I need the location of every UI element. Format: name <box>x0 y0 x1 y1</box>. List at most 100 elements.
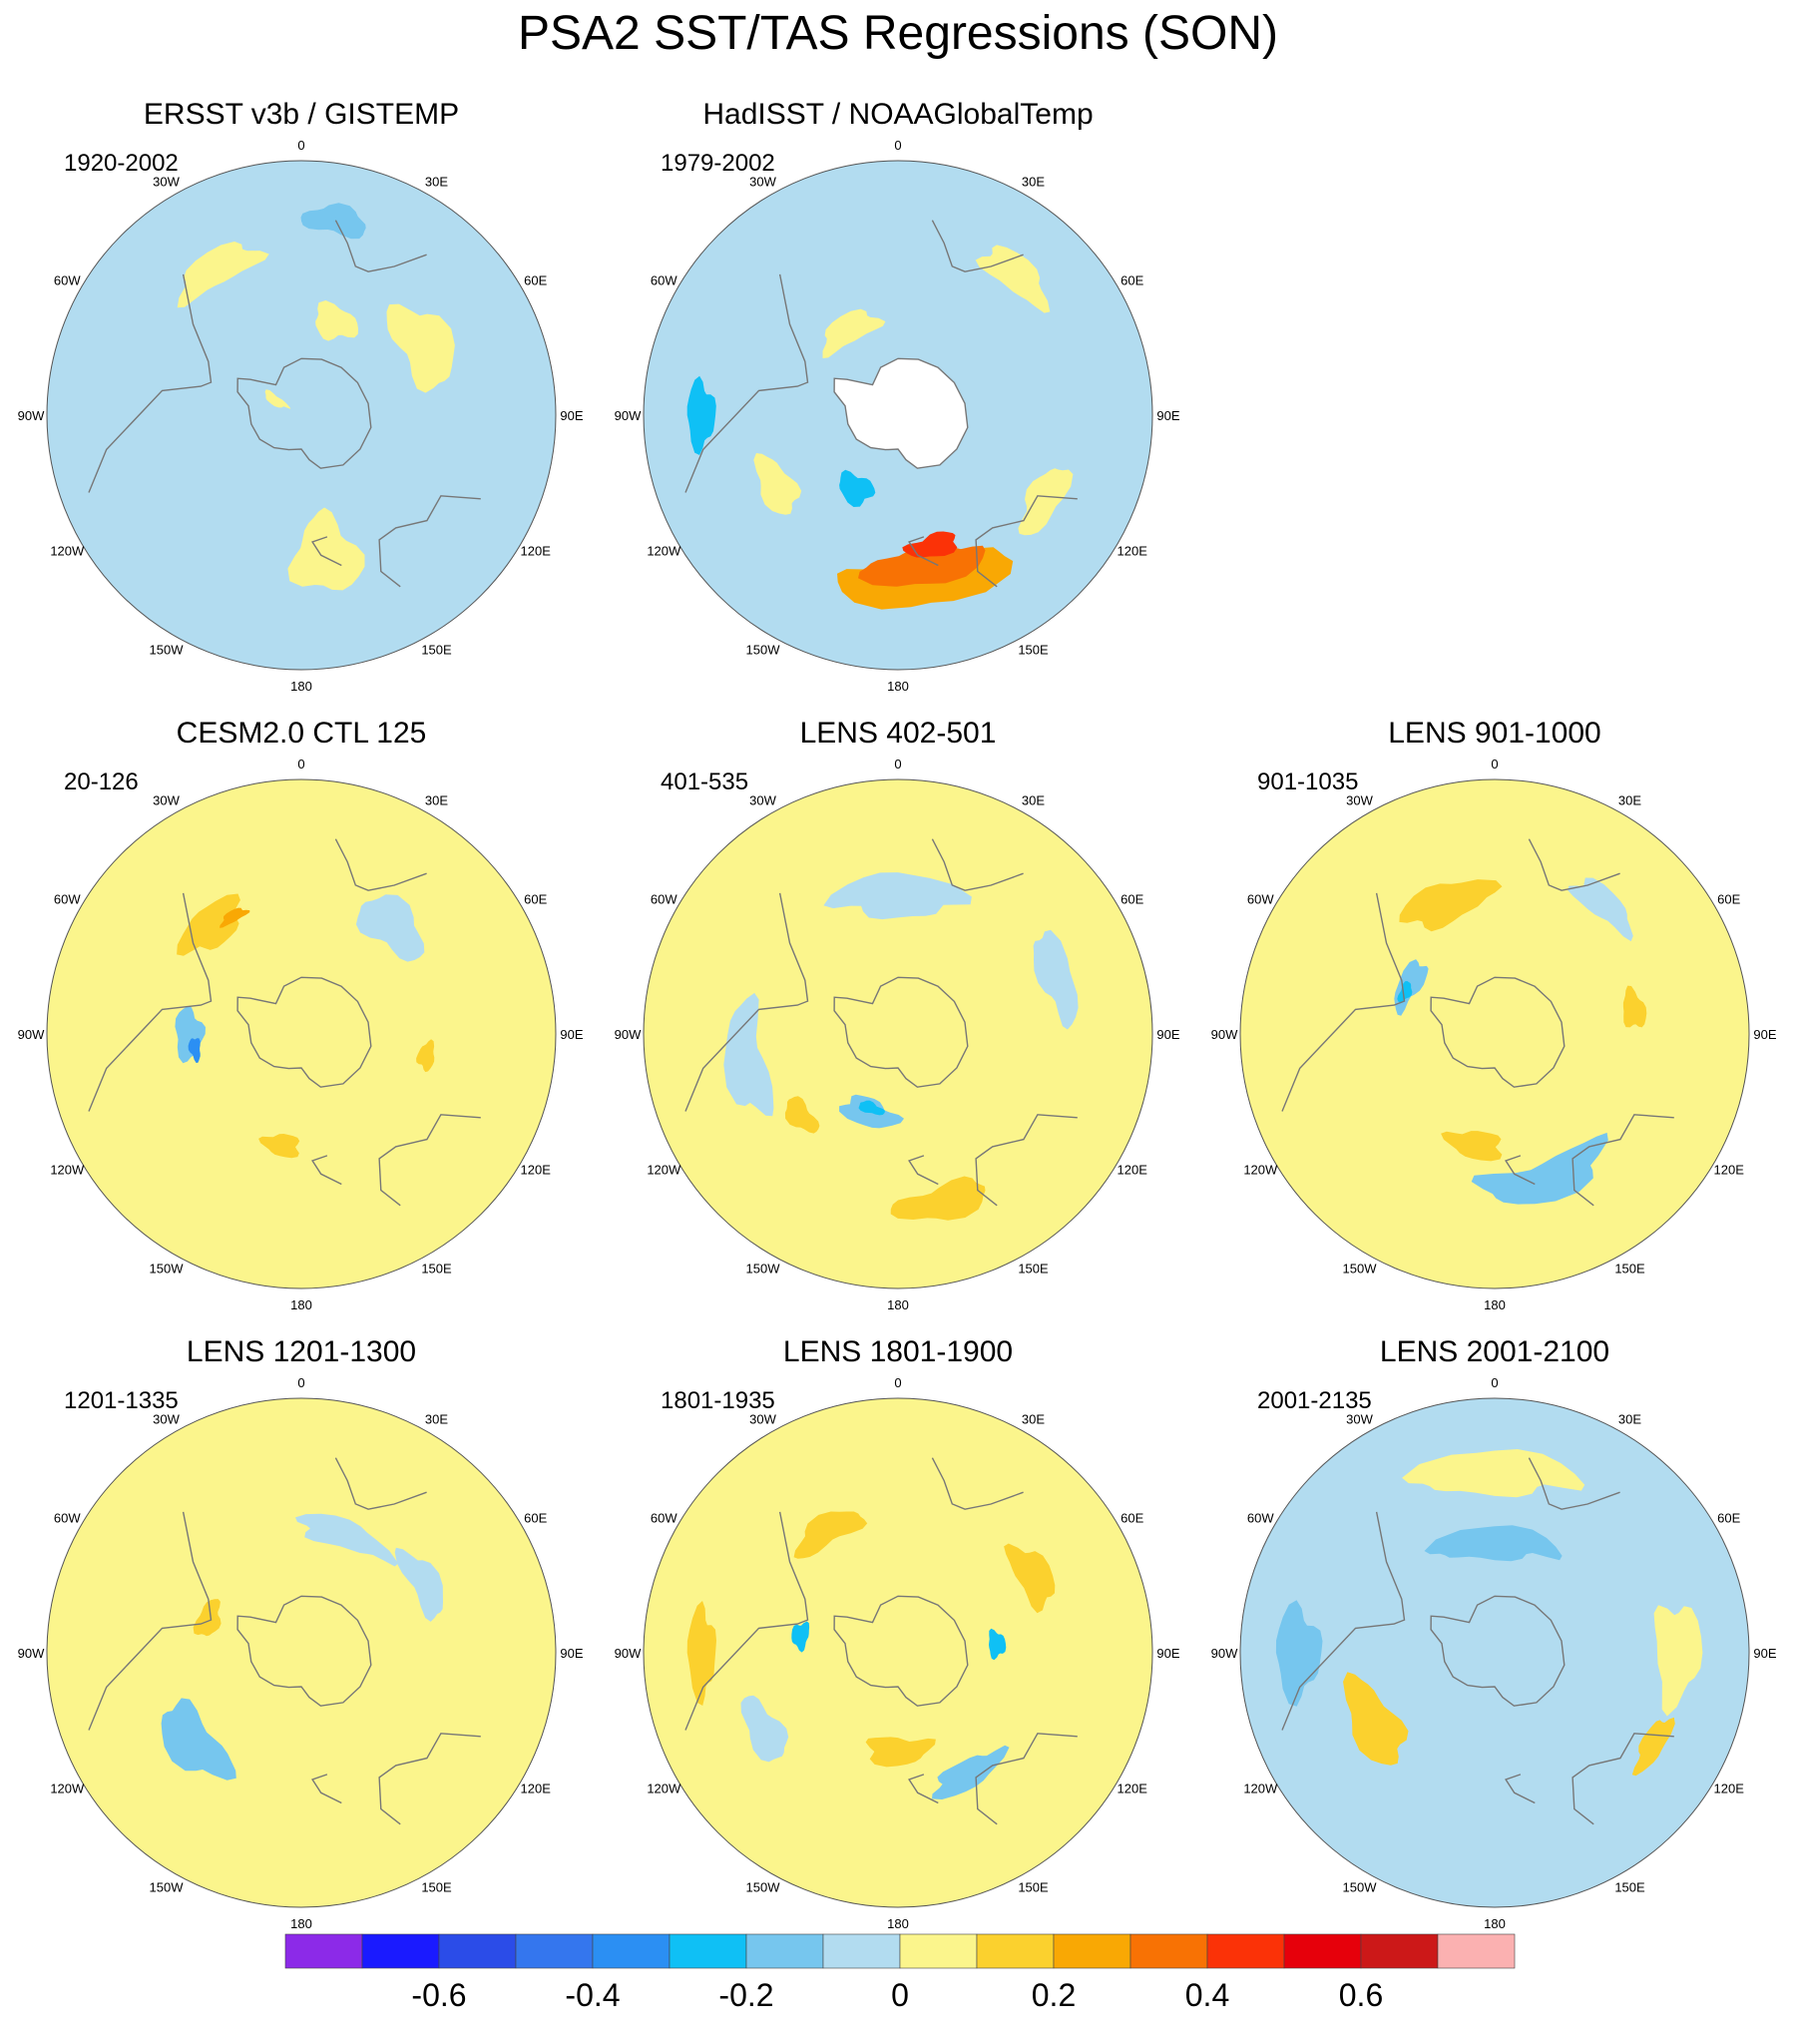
panel-title: LENS 2001-2100 <box>1379 1335 1610 1368</box>
coastline <box>684 1511 809 1731</box>
coastline <box>908 1774 939 1804</box>
longitude-label: 150E <box>421 1262 452 1277</box>
panel-period: 1201-1335 <box>64 1387 179 1414</box>
antarctica-coast <box>236 1595 372 1707</box>
longitude-label: 90W <box>18 1027 45 1042</box>
colorbar-tick-label: 0 <box>891 1977 909 2013</box>
longitude-label: 60E <box>1121 1511 1143 1526</box>
panel-period: 401-535 <box>661 768 749 795</box>
map-panel-lens2001: LENS 2001-2100 2001-2135 0 30E 60E 90E 120E 1… <box>1211 1335 1777 1934</box>
coastline <box>931 1457 1024 1510</box>
colorbar-swatch <box>1283 1933 1362 1969</box>
longitude-label: 120E <box>1714 1163 1745 1178</box>
coastline <box>1528 1457 1620 1510</box>
coastline <box>1281 892 1406 1112</box>
longitude-label: 60E <box>524 892 547 907</box>
colorbar-swatch <box>1053 1933 1131 1969</box>
longitude-label: 30W <box>1346 1411 1373 1426</box>
longitude-label: 90W <box>18 1646 45 1661</box>
anomaly-region <box>686 1601 716 1706</box>
longitude-label: 30E <box>1022 792 1045 807</box>
coastline <box>311 536 342 567</box>
antarctica-coast <box>833 357 969 469</box>
longitude-label: 120W <box>1243 1782 1278 1796</box>
longitude-label: 30E <box>425 792 448 807</box>
longitude-label: 60E <box>1717 1511 1740 1526</box>
longitude-label: 150W <box>1343 1262 1378 1277</box>
polar-map: 0 30E 60E 90E 120E 150E 180 150W 120W 90W 60W 30W <box>18 1375 584 1931</box>
anomaly-region <box>161 1698 236 1781</box>
anomaly-region <box>932 1745 1010 1799</box>
longitude-label: 90E <box>1156 408 1179 423</box>
anomaly-region <box>823 872 972 920</box>
panel-title: LENS 901-1000 <box>1388 717 1601 750</box>
longitude-label: 30E <box>425 174 448 189</box>
longitude-label: 120E <box>1714 1782 1745 1796</box>
polar-map: 0 30E 60E 90E 120E 150E 180 150W 120W 90W 60W 30W <box>615 138 1180 694</box>
longitude-label: 90W <box>1211 1646 1238 1661</box>
antarctica-coast <box>833 976 969 1088</box>
panel-period: 2001-2135 <box>1257 1387 1372 1414</box>
longitude-label: 60E <box>524 1511 547 1526</box>
longitude-label: 180 <box>887 1916 909 1931</box>
coastline <box>1528 838 1620 891</box>
anomaly-region <box>258 1134 300 1159</box>
anomaly-region <box>188 1038 201 1063</box>
anomaly-region <box>1653 1605 1703 1717</box>
coastline <box>378 1733 481 1825</box>
longitude-label: 30W <box>749 1411 776 1426</box>
anomaly-region <box>177 242 269 308</box>
panel-period: 1920-2002 <box>64 150 179 177</box>
longitude-label: 120E <box>1118 1163 1148 1178</box>
longitude-label: 90E <box>1156 1646 1179 1661</box>
anomaly-region <box>315 300 358 341</box>
colorbar-swatch <box>284 1933 363 1969</box>
colorbar-swatch <box>1129 1933 1208 1969</box>
longitude-label: 90W <box>615 1027 642 1042</box>
antarctica-coast <box>1430 1595 1566 1707</box>
longitude-label: 90E <box>1753 1646 1776 1661</box>
coastline <box>975 1733 1078 1825</box>
longitude-label: 150W <box>150 643 185 658</box>
longitude-label: 180 <box>290 679 312 694</box>
base-field <box>644 779 1152 1288</box>
colorbar-swatch <box>1437 1933 1516 1969</box>
longitude-label: 60E <box>1717 892 1740 907</box>
anomaly-region <box>1033 929 1079 1030</box>
longitude-label: 30W <box>153 174 180 189</box>
polar-map: 0 30E 60E 90E 120E 150E 180 150W 120W 90W 60W 30W <box>1211 757 1777 1312</box>
longitude-label: 0 <box>297 138 304 153</box>
anomaly-region <box>1275 1600 1323 1707</box>
longitude-label: 150E <box>1614 1262 1645 1277</box>
anomaly-region <box>975 245 1051 313</box>
anomaly-region <box>1397 981 1413 1003</box>
anomaly-region <box>300 203 366 240</box>
longitude-label: 120E <box>1118 544 1148 559</box>
coastline <box>378 495 481 588</box>
longitude-label: 0 <box>1491 1375 1498 1390</box>
anomaly-region <box>740 1695 789 1763</box>
colorbar-tick-label: -0.2 <box>718 1977 773 2013</box>
longitude-label: 120W <box>1243 1163 1278 1178</box>
anomaly-region <box>394 1547 443 1622</box>
polar-map: 0 30E 60E 90E 120E 150E 180 150W 120W 90W 60W 30W <box>18 138 584 694</box>
figure-title: PSA2 SST/TAS Regressions (SON) <box>518 7 1278 60</box>
longitude-label: 180 <box>887 1297 909 1312</box>
colorbar-swatch <box>899 1933 978 1969</box>
anomaly-region <box>793 1511 868 1559</box>
longitude-label: 120W <box>647 1163 681 1178</box>
longitude-label: 60W <box>54 273 81 288</box>
coastline <box>908 536 939 567</box>
anomaly-region <box>902 531 958 558</box>
anomaly-region <box>784 1096 820 1134</box>
longitude-label: 150W <box>746 1262 781 1277</box>
longitude-label: 0 <box>297 1375 304 1390</box>
longitude-label: 60E <box>1121 273 1143 288</box>
map-panel-ersst: ERSST v3b / GISTEMP 1920-2002 0 30E 60E 90E… <box>18 98 584 697</box>
longitude-label: 30E <box>1022 174 1045 189</box>
coastline <box>334 220 427 272</box>
anomaly-region <box>416 1039 435 1073</box>
coastline <box>311 1155 342 1186</box>
anomaly-region <box>386 303 455 393</box>
